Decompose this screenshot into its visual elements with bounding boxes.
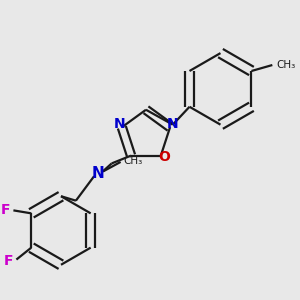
Text: N: N — [92, 167, 105, 182]
Text: CH₃: CH₃ — [276, 60, 295, 70]
Text: F: F — [3, 254, 13, 268]
Text: O: O — [158, 150, 170, 164]
Text: N: N — [114, 117, 125, 131]
Text: N: N — [167, 117, 178, 131]
Text: F: F — [0, 203, 10, 218]
Text: CH₃: CH₃ — [123, 156, 142, 166]
